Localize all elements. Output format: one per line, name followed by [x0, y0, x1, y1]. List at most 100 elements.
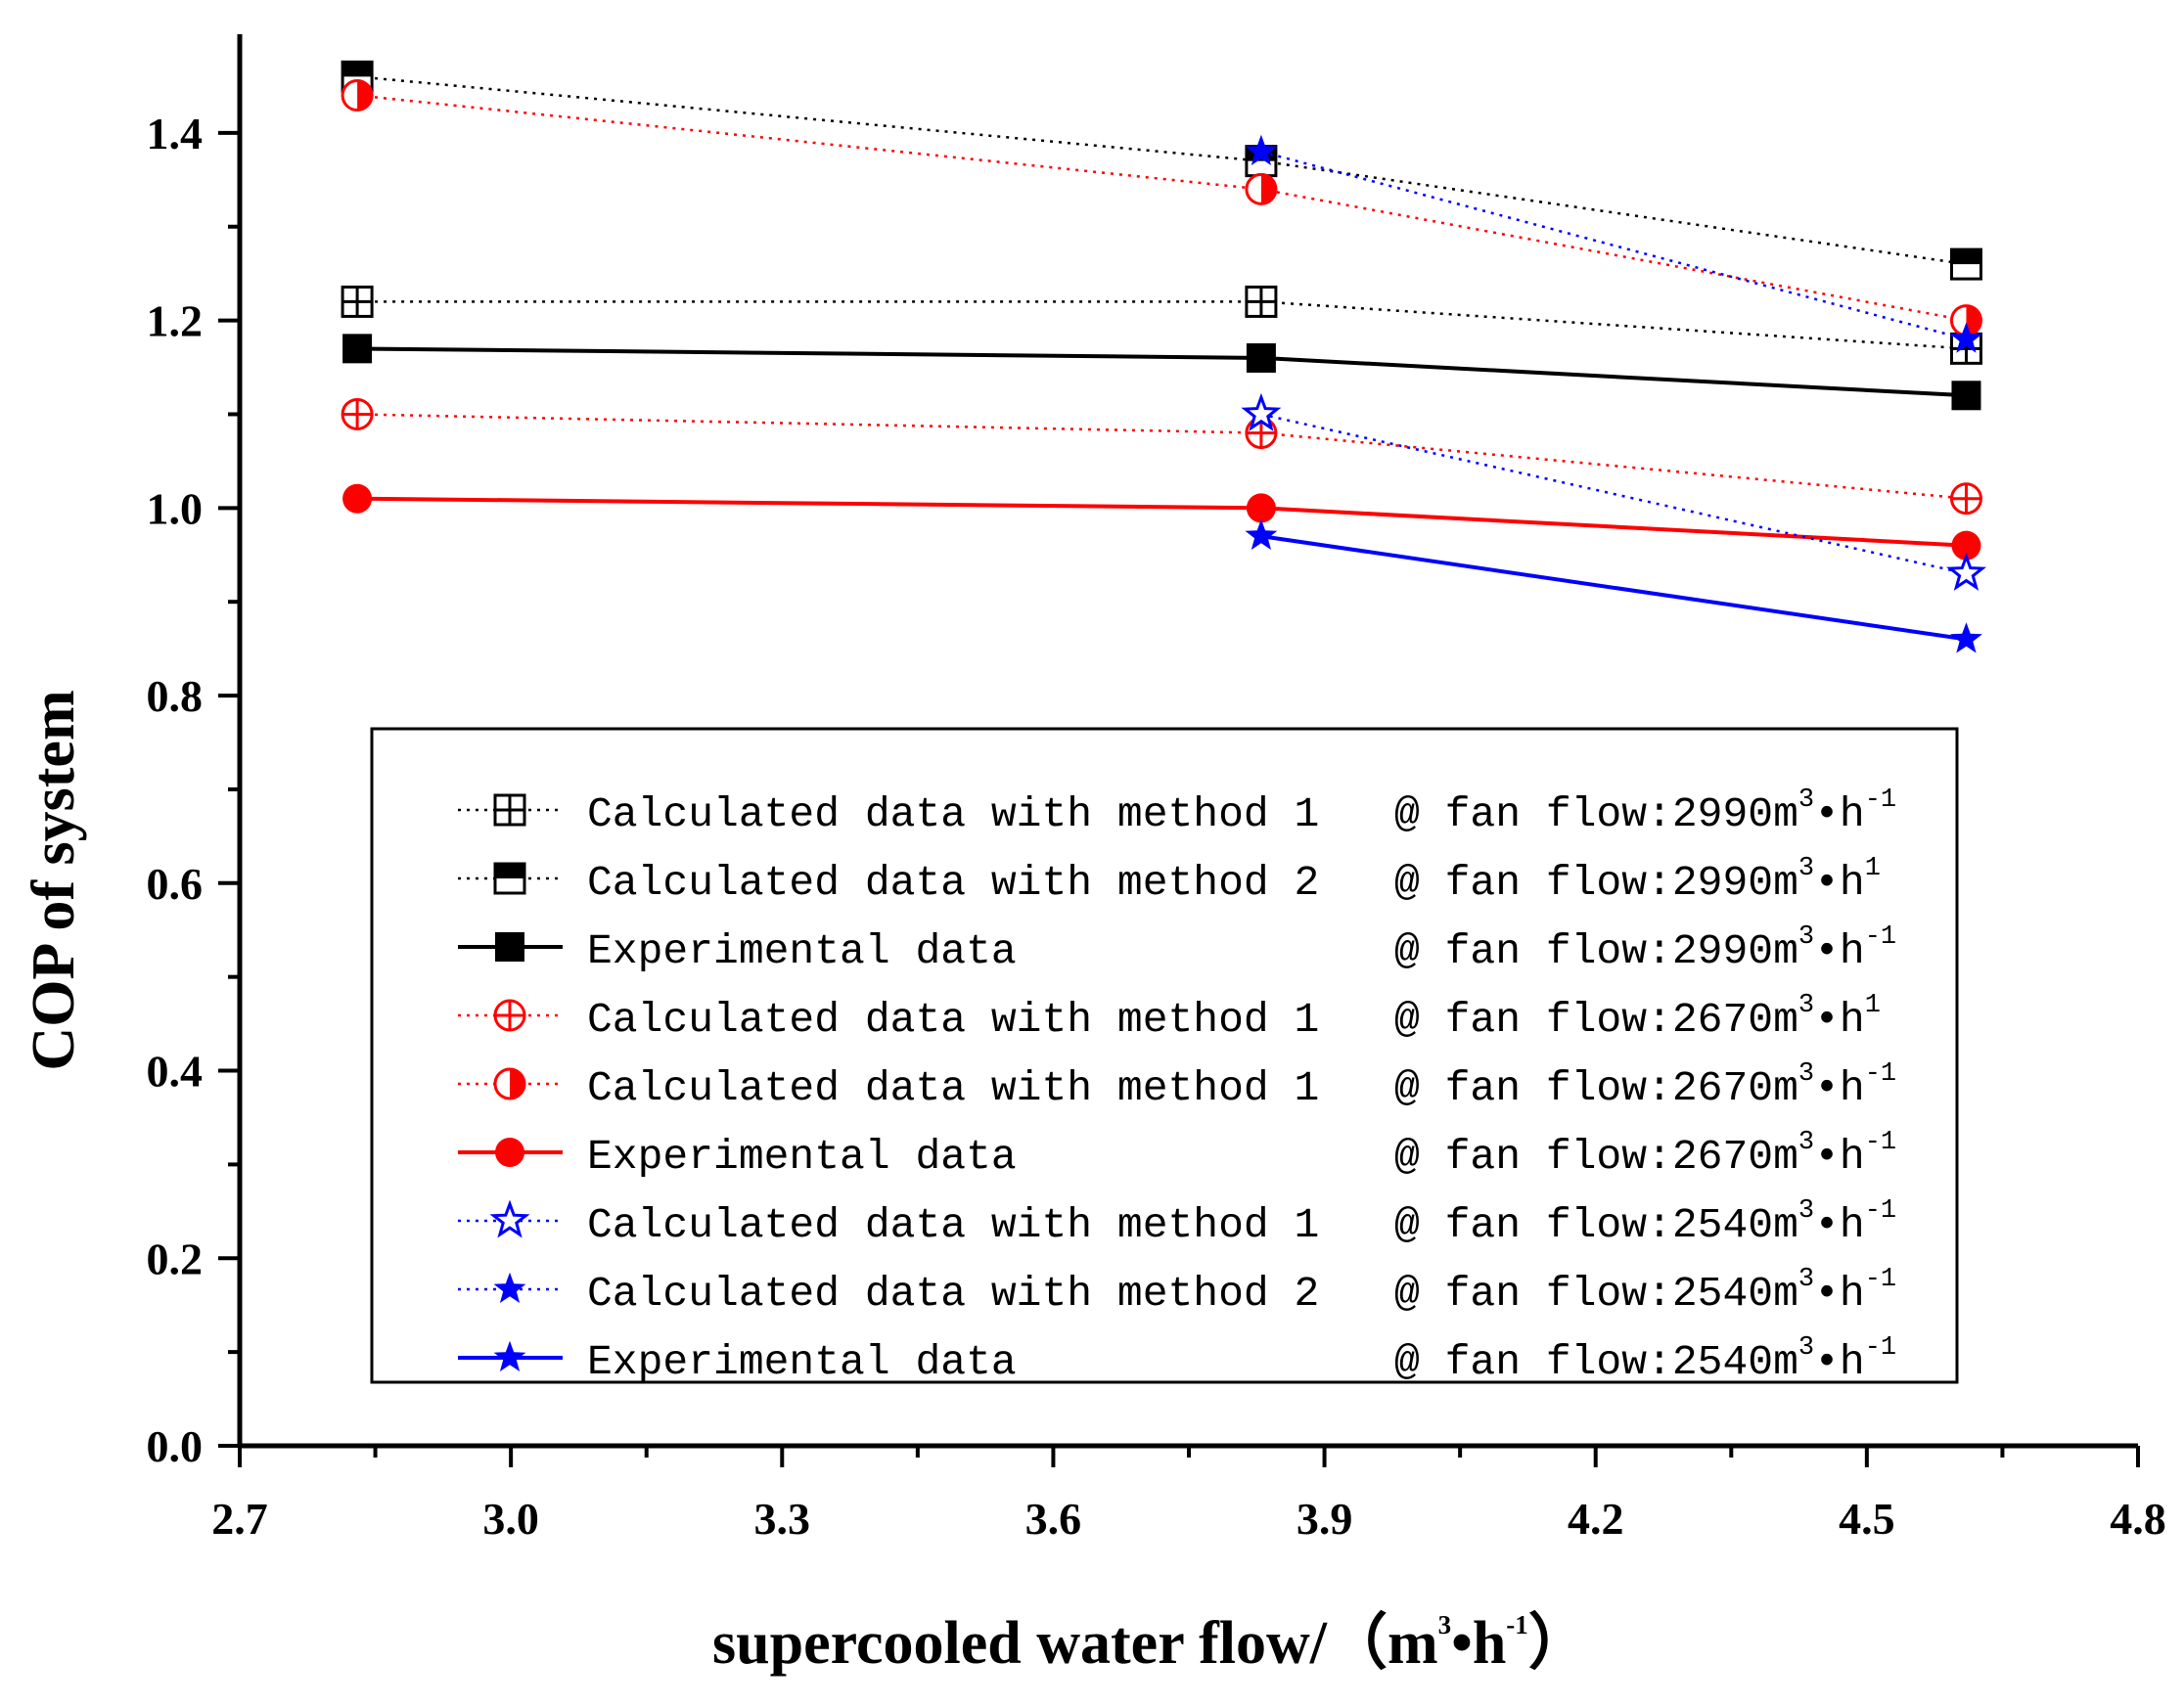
data-point	[1245, 172, 1278, 205]
data-point	[1951, 530, 1981, 561]
legend-unit-text: •h	[1814, 1270, 1865, 1318]
x-axis-title-unit: •h	[1451, 1610, 1506, 1677]
series-line	[356, 94, 1967, 322]
y-tick-label: 0.0	[147, 1421, 204, 1471]
y-tick-label: 1.0	[147, 483, 204, 533]
series-4	[341, 79, 1982, 337]
marker-circle	[495, 1138, 524, 1167]
legend-entry: Experimental data @ fan flow:2990m3•h-1	[458, 922, 1896, 975]
legend-marker	[493, 793, 526, 827]
legend-condition: @ fan flow:2540m3•h-1	[1394, 1265, 1896, 1318]
series-6	[1241, 392, 1987, 591]
marker-star	[489, 1199, 530, 1238]
legend-exp2: -1	[1865, 1265, 1896, 1294]
legend-exp2: 1	[1865, 991, 1881, 1020]
legend-unit-text: •h	[1814, 1064, 1865, 1112]
series-8	[1245, 518, 1982, 653]
legend-exp1: 3	[1798, 786, 1814, 815]
series-line	[357, 496, 1967, 548]
series-2	[342, 334, 1981, 411]
legend-unit-text: •h	[1814, 996, 1865, 1044]
legend-label: Experimental data	[587, 1338, 1017, 1386]
legend-unit-text: •h	[1814, 1133, 1865, 1181]
legend-condition-text: @ fan flow:2990m	[1394, 790, 1798, 838]
data-point	[1246, 493, 1276, 523]
y-tick-label: 1.2	[147, 296, 204, 346]
legend-box	[370, 727, 1959, 1384]
legend-label: Calculated data with method 1	[587, 1201, 1319, 1249]
x-axis-title: supercooled water flow/（m3•h-1）	[712, 1608, 1589, 1677]
legend-condition: @ fan flow:2990m3•h1	[1394, 854, 1881, 907]
legend-exp1: 3	[1798, 1265, 1814, 1294]
legend-condition: @ fan flow:2990m3•h-1	[1394, 922, 1896, 975]
legend-marker	[493, 1272, 526, 1303]
legend-condition: @ fan flow:2990m3•h-1	[1394, 786, 1896, 838]
marker-half-fill	[357, 80, 373, 111]
x-tick-label: 4.5	[1839, 1494, 1895, 1544]
x-tick-label: 4.2	[1568, 1494, 1624, 1544]
x-tick-label: 3.0	[482, 1494, 539, 1544]
legend-marker	[493, 1340, 526, 1371]
legend: Calculated data with method 1 @ fan flow:…	[370, 727, 1959, 1386]
series-line	[1260, 150, 1967, 341]
legend-entry: Calculated data with method 2 @ fan flow:…	[458, 1265, 1896, 1318]
axes-layer: 2.7 3.0 3.3 3.6 3.9 4.2 4.5 4.8 0.0 0.2 0.4 0.6 0.8 1…	[147, 34, 2166, 1544]
legend-condition-text: @ fan flow:2540m	[1394, 1338, 1798, 1386]
data-point	[1949, 482, 1982, 516]
legend-condition-text: @ fan flow:2670m	[1394, 996, 1798, 1044]
legend-condition: @ fan flow:2670m3•h1	[1394, 991, 1881, 1044]
legend-marker	[495, 932, 524, 962]
data-point	[341, 285, 374, 318]
legend-exp1: 3	[1798, 1333, 1814, 1363]
legend-exp1: 3	[1798, 1059, 1814, 1089]
legend-condition-text: @ fan flow:2670m	[1394, 1064, 1798, 1112]
legend-label: Calculated data with method 1	[587, 1064, 1319, 1112]
legend-condition: @ fan flow:2670m3•h-1	[1394, 1059, 1896, 1112]
series-line	[1260, 534, 1967, 642]
series-layer	[341, 60, 1987, 653]
legend-entry: Calculated data with method 1 @ fan flow:…	[458, 1059, 1896, 1112]
legend-exp2: -1	[1865, 922, 1896, 952]
legend-exp1: 3	[1798, 991, 1814, 1020]
marker-star	[1946, 552, 1987, 591]
marker-half-fill	[495, 864, 524, 878]
data-point	[1949, 304, 1982, 337]
y-tick-label: 0.8	[147, 671, 204, 721]
x-axis-title-text: supercooled water flow/（m	[712, 1608, 1438, 1677]
legend-label: Calculated data with method 2	[587, 1270, 1319, 1318]
data-point	[1246, 342, 1276, 373]
data-point	[1245, 134, 1278, 165]
marker-square	[495, 932, 524, 962]
legend-exp2: 1	[1865, 854, 1881, 883]
data-point	[1950, 322, 1982, 353]
x-axis-title-exp2: -1	[1506, 1610, 1528, 1639]
marker-star	[493, 1340, 526, 1371]
legend-label: Calculated data with method 1	[587, 996, 1319, 1044]
legend-exp2: -1	[1865, 1059, 1896, 1089]
data-point	[1951, 381, 1981, 411]
legend-exp1: 3	[1798, 1128, 1814, 1157]
y-tick-label: 0.6	[147, 859, 204, 909]
marker-half-fill	[1951, 249, 1981, 265]
marker-square	[1951, 381, 1981, 411]
legend-label: Experimental data	[587, 1133, 1017, 1181]
data-point	[342, 334, 373, 364]
marker-square	[342, 334, 373, 364]
legend-condition-text: @ fan flow:2540m	[1394, 1270, 1798, 1318]
data-point	[1241, 392, 1282, 431]
legend-marker	[493, 1067, 526, 1100]
legend-exp2: -1	[1865, 1333, 1896, 1363]
data-point	[1245, 518, 1278, 550]
series-line	[357, 413, 1967, 500]
marker-circle	[342, 483, 373, 514]
legend-entry: Calculated data with method 1 @ fan flow:…	[458, 786, 1896, 838]
x-axis-title-close: ）	[1528, 1608, 1589, 1677]
legend-unit-text: •h	[1814, 927, 1865, 975]
legend-condition: @ fan flow:2540m3•h-1	[1394, 1333, 1896, 1386]
legend-entry: Calculated data with method 1 @ fan flow:…	[458, 991, 1881, 1044]
legend-label: Calculated data with method 1	[587, 790, 1319, 838]
data-point	[341, 79, 374, 112]
legend-marker	[495, 1138, 524, 1167]
marker-star	[1245, 518, 1278, 550]
